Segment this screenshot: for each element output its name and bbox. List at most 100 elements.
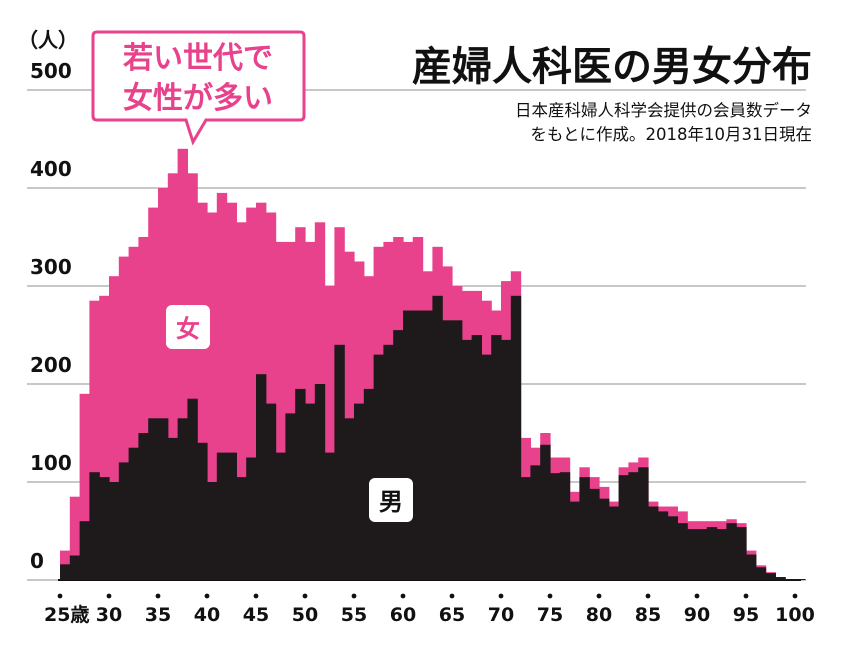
y-tick-400: 400 xyxy=(30,157,72,181)
bar-male-age-96 xyxy=(755,567,767,580)
bar-female-age-42 xyxy=(226,202,237,580)
bar-male-age-87 xyxy=(667,516,678,580)
bar-male-age-49 xyxy=(295,388,306,580)
bar-male-age-26 xyxy=(69,555,81,580)
bar-female-age-30 xyxy=(109,276,120,580)
chart-title: 産婦人科医の男女分布 xyxy=(412,44,812,90)
chart-subtitle-line-1: 日本産科婦人科学会提供の会員数データ xyxy=(515,100,812,120)
bar-male-age-68 xyxy=(481,354,492,580)
bar-male-age-81 xyxy=(608,506,620,580)
male-label-box xyxy=(369,478,413,522)
female-label-box xyxy=(166,305,210,349)
bar-male-age-47 xyxy=(275,452,286,580)
bar-female-age-54 xyxy=(344,251,355,580)
bar-male-age-66 xyxy=(461,339,473,580)
x-tick-45: 45 xyxy=(243,604,269,626)
callout-bubble: 若い世代で 女性が多い xyxy=(91,30,306,146)
bar-male-age-51 xyxy=(314,384,326,580)
bar-female-age-26 xyxy=(69,496,81,580)
x-tick-70: 70 xyxy=(488,604,514,626)
x-tick-dot-65 xyxy=(449,593,455,599)
x-tick-95: 95 xyxy=(733,604,759,626)
x-tick-dot-90 xyxy=(694,593,700,599)
bar-male-age-74 xyxy=(540,444,551,580)
bar-female-age-37 xyxy=(177,148,188,581)
x-tick-dot-70 xyxy=(498,593,504,599)
bar-male-age-34 xyxy=(148,418,159,580)
x-tick-labels: 25歳 30 35 40 45 50 55 60 65 70 75 80 85 90 95 100 xyxy=(44,593,815,626)
bar-male-age-41 xyxy=(216,452,228,580)
bar-male-age-31 xyxy=(118,462,130,580)
y-tick-0: 0 xyxy=(30,549,44,573)
male-bars xyxy=(60,295,806,580)
bar-male-age-82 xyxy=(618,475,629,580)
bar-male-age-65 xyxy=(452,320,463,580)
x-tick-dot-95 xyxy=(743,593,749,599)
bar-male-age-93 xyxy=(726,523,737,580)
bar-male-age-59 xyxy=(393,330,404,580)
x-tick-65: 65 xyxy=(439,604,465,626)
bar-male-age-77 xyxy=(569,501,580,580)
bar-male-age-88 xyxy=(677,523,688,580)
y-unit-label: （人） xyxy=(18,28,78,52)
bar-male-age-30 xyxy=(109,482,120,580)
bar-male-age-39 xyxy=(197,442,208,580)
callout-line-2: 女性が多い xyxy=(123,81,273,116)
x-tick-75: 75 xyxy=(537,604,563,626)
bar-female-age-32 xyxy=(128,246,139,581)
x-tick-dot-75 xyxy=(547,593,553,599)
x-tick-dot-60 xyxy=(400,593,406,599)
bar-male-age-89 xyxy=(687,529,698,580)
bar-male-age-40 xyxy=(207,482,218,580)
x-tick-dot-45 xyxy=(253,593,259,599)
x-tick-40: 40 xyxy=(194,604,220,626)
bar-male-age-48 xyxy=(285,413,296,580)
y-tick-labels: 0 100 200 300 400 500 xyxy=(30,59,72,573)
bar-male-age-86 xyxy=(657,511,669,580)
x-tick-100: 100 xyxy=(775,604,815,626)
x-tick-dot-100 xyxy=(792,593,798,599)
female-series-label: 女 xyxy=(166,305,210,349)
bar-male-age-67 xyxy=(471,335,482,580)
bar-male-age-38 xyxy=(187,398,198,580)
bar-male-age-32 xyxy=(128,447,139,580)
y-tick-200: 200 xyxy=(30,353,72,377)
bar-male-age-98 xyxy=(775,577,786,580)
bar-male-age-45 xyxy=(256,374,267,580)
male-series-label: 男 xyxy=(369,478,413,522)
bar-male-age-52 xyxy=(324,452,335,580)
bar-female-age-47 xyxy=(275,241,286,580)
x-tick-dot-25 xyxy=(57,593,63,599)
bar-male-age-44 xyxy=(246,457,257,580)
bar-male-age-58 xyxy=(383,344,394,580)
bar-male-age-42 xyxy=(226,452,237,580)
bar-male-age-97 xyxy=(765,573,776,580)
bar-female-age-33 xyxy=(138,237,149,580)
bar-female-age-34 xyxy=(148,207,159,580)
x-tick-dot-85 xyxy=(645,593,651,599)
bar-male-age-84 xyxy=(638,467,649,580)
y-tick-100: 100 xyxy=(30,451,72,475)
x-tick-85: 85 xyxy=(635,604,661,626)
bar-female-age-38 xyxy=(187,173,198,581)
bar-male-age-62 xyxy=(422,310,433,580)
bar-female-age-48 xyxy=(285,241,296,580)
bar-male-age-60 xyxy=(403,310,414,580)
callout-line-1: 若い世代で xyxy=(123,41,273,76)
bar-male-age-75 xyxy=(550,473,561,580)
bar-female-age-28 xyxy=(89,300,100,580)
y-tick-500: 500 xyxy=(30,59,72,83)
bar-male-age-43 xyxy=(236,477,247,580)
bar-male-age-71 xyxy=(510,295,522,580)
bar-male-age-79 xyxy=(589,488,600,580)
bar-male-age-94 xyxy=(736,527,747,580)
bar-male-age-25 xyxy=(60,564,71,580)
bar-female-age-27 xyxy=(79,393,90,580)
bar-male-age-50 xyxy=(305,403,316,580)
bar-male-age-70 xyxy=(501,339,512,580)
female-label-text: 女 xyxy=(176,315,200,343)
bar-male-age-54 xyxy=(344,418,355,580)
x-tick-30: 30 xyxy=(96,604,122,626)
x-tick-90: 90 xyxy=(684,604,710,626)
